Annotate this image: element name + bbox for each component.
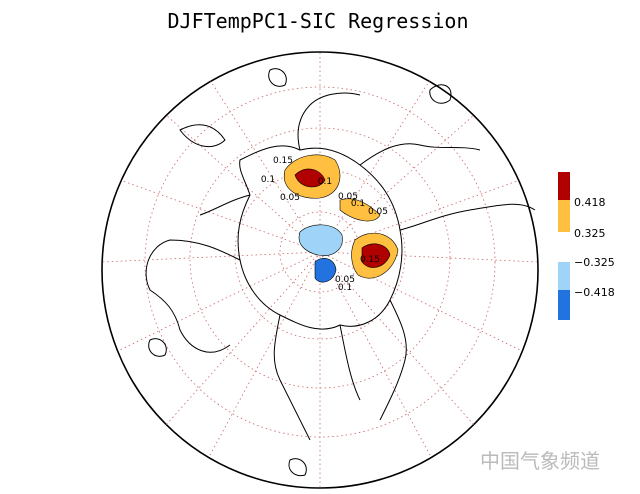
colorbar: 0.418 0.325 −0.325 −0.418 (558, 172, 615, 320)
title: DJFTempPC1-SIC Regression (167, 9, 468, 33)
contour-label: 0.05 (338, 192, 358, 202)
colorbar-box (558, 290, 570, 320)
anomaly-patch (294, 168, 326, 188)
colorbar-label: −0.418 (574, 286, 615, 299)
watermark: 中国气象频道 (480, 449, 600, 473)
contour-label: 0.05 (368, 207, 388, 217)
contour-label: 0.1 (338, 283, 352, 293)
contour-label: 0.15 (360, 255, 380, 265)
contour-label: 0.1 (318, 177, 332, 187)
contour-label: 0.1 (351, 199, 365, 209)
colorbar-box (558, 262, 570, 290)
sea-ice-anomaly (283, 154, 399, 283)
contour-label: 0.1 (261, 175, 275, 185)
anomaly-patch (339, 198, 381, 222)
contour-label: 0.15 (273, 156, 293, 166)
colorbar-box (558, 172, 570, 200)
colorbar-label: −0.325 (574, 256, 615, 269)
coastlines (145, 68, 536, 477)
colorbar-box (558, 200, 570, 232)
contour-label: 0.05 (335, 275, 355, 285)
colorbar-label: 0.418 (574, 196, 606, 209)
contour-label: 0.05 (280, 193, 300, 203)
anomaly-patch (361, 243, 391, 268)
colorbar-label: 0.325 (574, 227, 606, 240)
polar-map: 0.150.10.10.05 0.050.050.10.150.050.1 (101, 51, 539, 489)
anomaly-patch (314, 257, 337, 283)
contour-labels: 0.150.10.10.05 0.050.050.10.150.050.1 (261, 156, 388, 293)
anomaly-patch (298, 224, 343, 256)
